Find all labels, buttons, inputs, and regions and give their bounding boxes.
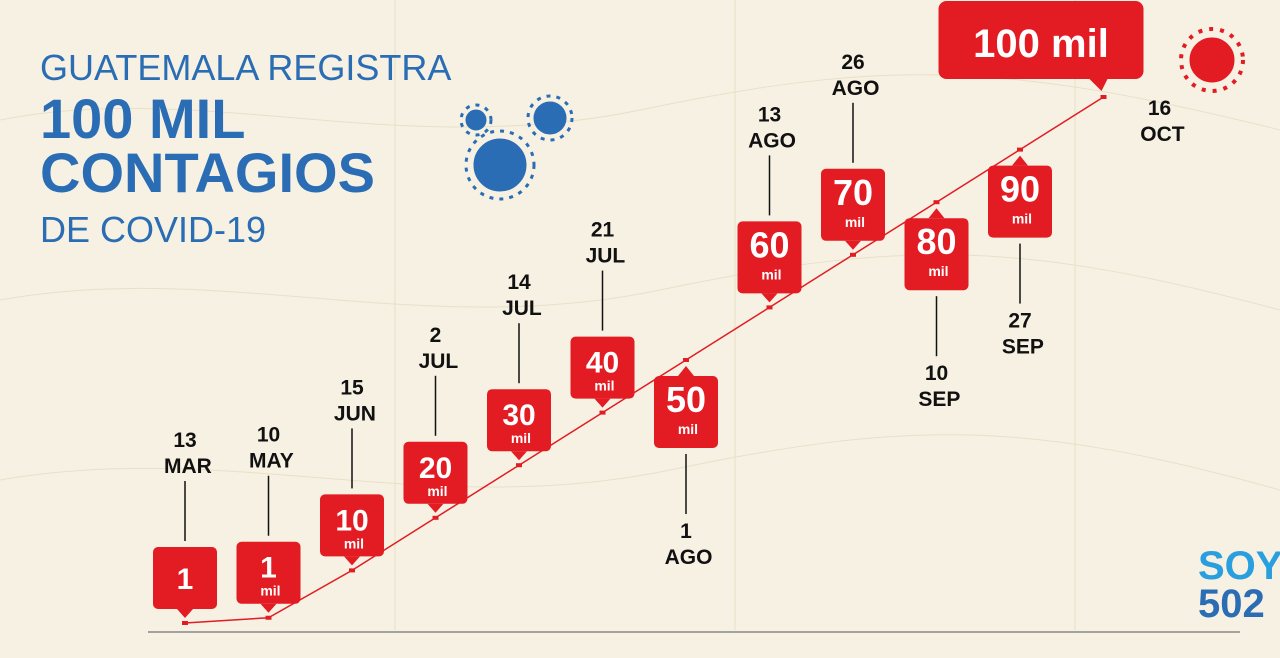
callout-pointer — [678, 366, 694, 376]
callout-pointer — [177, 608, 193, 618]
point — [850, 252, 856, 257]
title-line: 100 MIL — [40, 87, 245, 150]
virus-icons — [459, 94, 574, 201]
value-label: 30 mil — [502, 399, 535, 446]
callout-pointer — [1012, 155, 1028, 166]
point — [599, 410, 606, 415]
callout-pointer — [845, 240, 861, 250]
x-tick-label: 26 AGO — [827, 51, 880, 100]
value-label: 10 mil — [335, 504, 368, 551]
x-tick-label: 2 JUL — [413, 324, 459, 373]
callout-pointer — [427, 503, 444, 513]
x-tick-label: 14 JUL — [496, 271, 542, 320]
logo-line: SOY — [1198, 544, 1280, 588]
value-label: 40 mil — [586, 347, 619, 394]
point — [432, 515, 439, 520]
callout-box — [153, 546, 217, 609]
callout-pointer — [344, 556, 360, 566]
value-label: 1 — [177, 563, 194, 596]
callout-pointer — [1089, 79, 1108, 91]
callout-box — [654, 376, 718, 448]
value-label: 70 mil — [833, 172, 873, 230]
callout-box — [570, 336, 635, 399]
callout-box — [487, 389, 551, 452]
topo-lines — [0, 0, 1280, 630]
x-tick-label: 21 JUL — [580, 219, 626, 268]
point — [516, 463, 522, 468]
callout-pointer — [761, 293, 778, 303]
x-tick-label: 10 SEP — [913, 362, 961, 411]
point — [683, 358, 689, 362]
title-line: GUATEMALA REGISTRA — [40, 47, 451, 88]
point — [766, 305, 773, 310]
callout-box — [938, 1, 1144, 79]
callout-pointer — [928, 208, 945, 219]
x-tick-label: 13 AGO — [743, 103, 796, 152]
callout-box — [737, 221, 802, 294]
value-label: 1 mil — [256, 552, 280, 599]
point — [933, 200, 940, 205]
callout-box — [821, 168, 885, 241]
x-tick-label: 10 MAY — [243, 424, 294, 473]
value-label: 80 mil — [916, 221, 956, 279]
callout-pointer — [260, 603, 277, 613]
title-line: CONTAGIOS — [40, 141, 375, 204]
virus-icon-red — [1179, 27, 1245, 93]
value-label: 50 mil — [666, 379, 706, 437]
value-label: 60 mil — [749, 224, 789, 282]
point — [349, 568, 355, 573]
logo-line: 502 — [1198, 582, 1265, 626]
callout-box — [904, 218, 969, 291]
line — [184, 96, 1104, 624]
title-line: DE COVID-19 — [40, 209, 266, 250]
callout-pointer — [511, 451, 527, 461]
point — [182, 620, 188, 625]
callout-box — [320, 494, 384, 557]
point — [265, 615, 272, 620]
point — [1100, 95, 1107, 99]
value-label: 90 mil — [1000, 169, 1040, 227]
x-tick-label: 1 AGO — [660, 520, 713, 569]
value-label: 100 mil — [973, 22, 1109, 66]
x-tick-label: 15 JUN — [328, 376, 376, 425]
callout-box — [236, 541, 301, 604]
point — [1017, 147, 1023, 152]
x-tick-label: 16 OCT — [1134, 97, 1184, 146]
callout-box — [403, 441, 468, 504]
x-tick-label: 13 MAR — [158, 429, 212, 478]
x-tick-label: 27 SEP — [996, 310, 1044, 359]
callout-pointer — [594, 398, 611, 408]
callout-box — [988, 165, 1052, 238]
value-label: 20 mil — [419, 452, 452, 499]
